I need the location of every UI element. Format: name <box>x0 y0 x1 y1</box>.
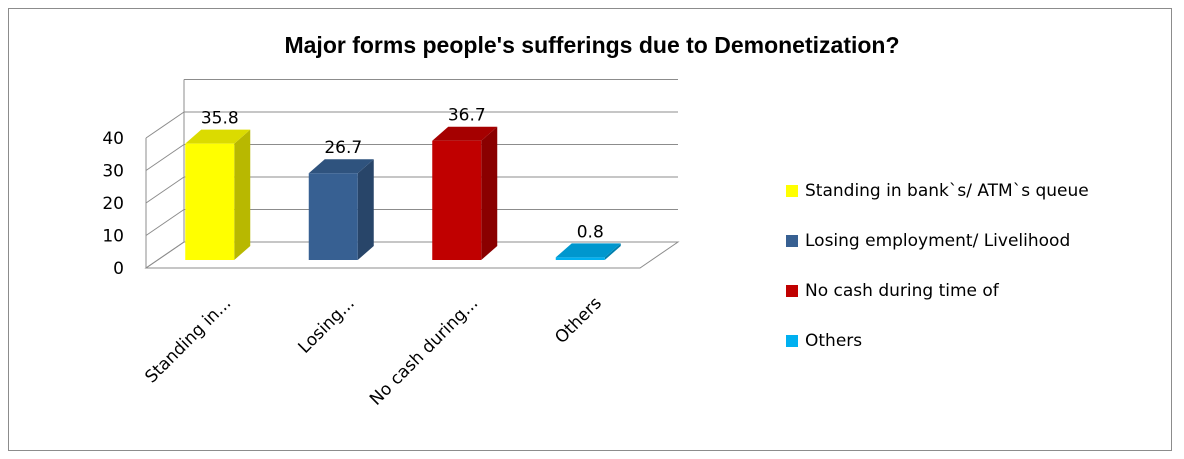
chart-legend: Standing in bank`s/ ATM`s queue Losing e… <box>786 181 1089 382</box>
wall-gridline <box>145 176 185 204</box>
x-tick-label: Others <box>551 293 606 348</box>
data-label: 26.7 <box>324 138 362 158</box>
y-tick-label: 40 <box>102 129 124 149</box>
chart-floor <box>144 241 680 269</box>
legend-item: Losing employment/ Livelihood <box>786 231 1089 251</box>
wall-gridline <box>145 111 185 139</box>
bar <box>555 257 605 260</box>
y-tick-label: 0 <box>113 259 124 279</box>
bar <box>185 143 235 260</box>
y-tick-label: 30 <box>102 162 124 182</box>
x-tick-label: Losing... <box>294 293 358 357</box>
legend-swatch-1 <box>786 185 798 197</box>
legend-item: No cash during time of <box>786 281 1089 301</box>
legend-swatch-3 <box>786 285 798 297</box>
legend-label-1: Standing in bank`s/ ATM`s queue <box>805 181 1089 201</box>
chart-title: Major forms people's sufferings due to D… <box>284 32 900 58</box>
bar-side <box>234 129 251 260</box>
bar-side <box>481 126 498 260</box>
legend-swatch-2 <box>786 235 798 247</box>
bar-top <box>308 159 374 174</box>
data-label: 36.7 <box>448 106 486 126</box>
y-tick-label: 10 <box>102 227 124 247</box>
bar-top <box>185 129 251 144</box>
wall-gridline <box>145 209 185 236</box>
legend-swatch-4 <box>786 335 798 347</box>
y-tick-label: 20 <box>102 194 124 214</box>
x-tick-label: Standing in... <box>141 293 235 387</box>
legend-label-3: No cash during time of <box>805 281 999 301</box>
bar-side <box>357 159 374 260</box>
bar <box>432 140 482 260</box>
data-label: 35.8 <box>201 109 239 129</box>
bar <box>308 173 358 260</box>
x-tick-label: No cash during... <box>366 293 482 409</box>
legend-label-4: Others <box>805 331 863 351</box>
bar-top <box>432 126 498 141</box>
wall-gridline <box>145 144 185 171</box>
legend-item: Standing in bank`s/ ATM`s queue <box>786 181 1089 201</box>
legend-item: Others <box>786 331 1089 351</box>
bar-side <box>604 243 621 260</box>
data-label: 0.8 <box>577 222 604 242</box>
legend-label-2: Losing employment/ Livelihood <box>805 231 1071 251</box>
bar-top <box>555 243 621 258</box>
